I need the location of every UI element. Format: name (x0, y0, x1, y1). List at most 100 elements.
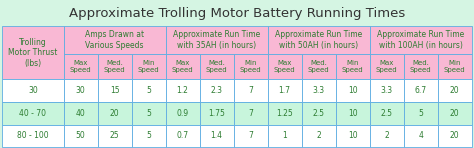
Text: Med.
Speed: Med. Speed (308, 60, 329, 73)
Text: 20: 20 (110, 109, 119, 118)
Text: 5: 5 (146, 131, 151, 140)
Bar (336, 54, 370, 79)
Bar (404, 125, 438, 147)
Text: Med.
Speed: Med. Speed (410, 60, 431, 73)
Bar (132, 102, 165, 125)
Text: 5: 5 (146, 109, 151, 118)
Text: 2: 2 (384, 131, 389, 140)
Bar (165, 125, 200, 147)
Bar (132, 54, 165, 79)
Text: Max
Speed: Max Speed (172, 60, 193, 73)
Bar (370, 125, 404, 147)
Bar (132, 79, 165, 102)
Bar (64, 125, 98, 147)
Text: 40: 40 (76, 109, 85, 118)
Text: 80 - 100: 80 - 100 (17, 131, 49, 140)
Bar (404, 79, 438, 102)
Bar (301, 125, 336, 147)
Text: 5: 5 (418, 109, 423, 118)
Bar (165, 26, 268, 54)
Text: 25: 25 (110, 131, 119, 140)
Text: 1.2: 1.2 (177, 86, 189, 95)
Bar (438, 54, 472, 79)
Bar (2, 102, 64, 125)
Text: 2.5: 2.5 (381, 109, 392, 118)
Text: 2.3: 2.3 (210, 86, 223, 95)
Text: 20: 20 (450, 131, 459, 140)
Bar (268, 26, 370, 54)
Bar (234, 125, 268, 147)
Text: 3.3: 3.3 (381, 86, 392, 95)
Text: 2.5: 2.5 (313, 109, 325, 118)
Text: 0.7: 0.7 (176, 131, 189, 140)
Bar (132, 125, 165, 147)
Bar (234, 79, 268, 102)
Bar (2, 79, 64, 102)
Bar (268, 79, 301, 102)
Text: 50: 50 (76, 131, 85, 140)
Text: Min
Speed: Min Speed (240, 60, 262, 73)
Bar (2, 125, 64, 147)
Bar (404, 54, 438, 79)
Bar (64, 26, 165, 54)
Bar (336, 79, 370, 102)
Bar (64, 102, 98, 125)
Bar (64, 54, 98, 79)
Text: 10: 10 (348, 131, 357, 140)
Text: 15: 15 (110, 86, 119, 95)
Text: 40 - 70: 40 - 70 (19, 109, 46, 118)
Bar (370, 54, 404, 79)
Bar (370, 102, 404, 125)
Text: Approximate Run Time
with 100AH (in hours): Approximate Run Time with 100AH (in hour… (377, 30, 464, 50)
Text: 7: 7 (248, 86, 253, 95)
Bar (234, 102, 268, 125)
Bar (200, 79, 234, 102)
Text: 20: 20 (450, 109, 459, 118)
Bar (268, 102, 301, 125)
Bar (234, 54, 268, 79)
Text: Min
Speed: Min Speed (342, 60, 364, 73)
Text: 30: 30 (28, 86, 38, 95)
Text: Min
Speed: Min Speed (444, 60, 465, 73)
Text: Med.
Speed: Med. Speed (206, 60, 228, 73)
Bar (98, 102, 132, 125)
Bar (165, 54, 200, 79)
Text: 20: 20 (450, 86, 459, 95)
Bar (301, 79, 336, 102)
Text: Approximate Run Time
with 35AH (in hours): Approximate Run Time with 35AH (in hours… (173, 30, 260, 50)
Text: Min
Speed: Min Speed (138, 60, 159, 73)
Bar (404, 102, 438, 125)
Text: 0.9: 0.9 (176, 109, 189, 118)
Text: 3.3: 3.3 (312, 86, 325, 95)
Bar (336, 102, 370, 125)
Bar (2, 26, 64, 79)
Bar (200, 125, 234, 147)
Bar (370, 26, 472, 54)
Text: 5: 5 (146, 86, 151, 95)
Text: Amps Drawn at
Various Speeds: Amps Drawn at Various Speeds (85, 30, 144, 50)
Bar (268, 54, 301, 79)
Bar (98, 125, 132, 147)
Bar (165, 79, 200, 102)
Text: Trolling
Motor Thrust
(lbs): Trolling Motor Thrust (lbs) (8, 38, 58, 68)
Bar (64, 79, 98, 102)
Text: 10: 10 (348, 109, 357, 118)
Text: 6.7: 6.7 (415, 86, 427, 95)
Bar (438, 125, 472, 147)
Bar (268, 125, 301, 147)
Bar (98, 54, 132, 79)
Text: Approximate Run Time
with 50AH (in hours): Approximate Run Time with 50AH (in hours… (275, 30, 362, 50)
Text: Max
Speed: Max Speed (70, 60, 91, 73)
Bar (200, 102, 234, 125)
Bar (301, 102, 336, 125)
Bar (200, 54, 234, 79)
Bar (370, 79, 404, 102)
Text: 7: 7 (248, 109, 253, 118)
Text: 10: 10 (348, 86, 357, 95)
Text: 1.7: 1.7 (279, 86, 291, 95)
Text: Max
Speed: Max Speed (376, 60, 397, 73)
Text: 4: 4 (418, 131, 423, 140)
Text: 1: 1 (282, 131, 287, 140)
Bar (165, 102, 200, 125)
Text: 30: 30 (76, 86, 85, 95)
